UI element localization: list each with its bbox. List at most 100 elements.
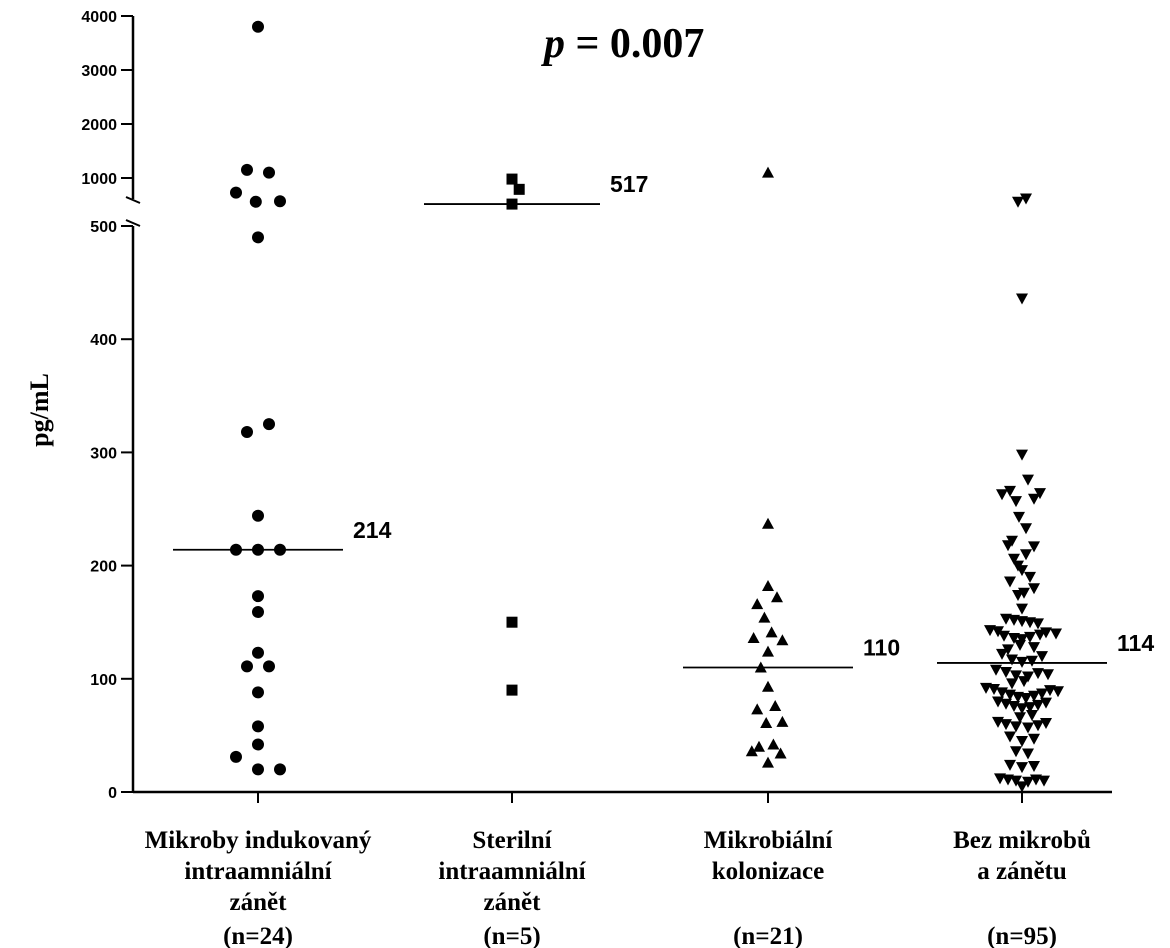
data-point-circle [274, 195, 286, 208]
data-point-circle [263, 166, 275, 179]
data-point-circle [252, 543, 264, 556]
axes: 0 100 200 300 400 500 1000 2000 3000 4000 [81, 9, 1112, 803]
category-label: Bez mikrobů [953, 827, 1091, 854]
p-symbol: p [541, 21, 565, 67]
data-point-triangle-down [1022, 748, 1034, 760]
data-point-square [513, 183, 525, 195]
data-point-triangle-up [762, 579, 774, 591]
data-point-triangle-down [1020, 549, 1032, 561]
p-value: = 0.007 [565, 21, 704, 67]
data-point-triangle-up [758, 611, 771, 623]
chart-title: p = 0.007 [541, 21, 704, 67]
data-point-triangle-up [747, 632, 760, 644]
data-point-triangle-down [990, 664, 1002, 676]
data-point-triangle-down [1004, 731, 1016, 743]
data-point-triangle-down [1016, 603, 1028, 615]
data-point-triangle-down [1022, 474, 1034, 486]
median-label: 110 [863, 634, 900, 660]
data-marks: 214 517 110 114 [173, 20, 1154, 793]
median-label: 214 [353, 517, 392, 543]
data-point-triangle-up [769, 699, 782, 711]
data-point-triangle-down [988, 683, 1000, 695]
y-tick-label: 100 [90, 672, 117, 689]
data-point-triangle-up [767, 738, 780, 750]
data-point-triangle-down [1010, 496, 1022, 508]
category-label: Mikroby indukovaný [145, 827, 372, 854]
data-point-circle [252, 738, 264, 751]
category-count: (n=95) [987, 923, 1057, 948]
data-point-triangle-down [1014, 639, 1026, 651]
data-point-circle [263, 660, 275, 673]
data-point-triangle-down [996, 489, 1008, 501]
data-point-triangle-down [1028, 642, 1040, 654]
data-point-triangle-up [776, 715, 789, 727]
data-point-triangle-down [1013, 511, 1025, 523]
data-point-circle [230, 186, 242, 199]
y-tick-label: 1000 [81, 171, 117, 188]
data-point-circle [252, 20, 264, 33]
data-point-triangle-down [1024, 571, 1036, 583]
category-count: (n=24) [223, 923, 293, 948]
data-point-triangle-down [1012, 196, 1024, 208]
data-point-triangle-up [762, 517, 774, 529]
data-point-circle [252, 720, 264, 733]
data-point-square [506, 684, 518, 696]
data-point-circle [252, 686, 264, 699]
data-point-triangle-down [1008, 553, 1020, 565]
y-tick-label: 200 [90, 559, 117, 576]
median-label: 517 [610, 171, 648, 197]
data-point-circle [249, 195, 262, 208]
data-point-square [506, 198, 518, 210]
data-point-triangle-up [762, 166, 774, 178]
data-point-triangle-down [1016, 656, 1028, 668]
data-point-circle [241, 426, 253, 439]
data-point-triangle-down [1006, 654, 1018, 666]
data-point-triangle-up [751, 598, 764, 610]
data-point-triangle-down [1016, 781, 1028, 793]
data-point-triangle-down [1006, 678, 1018, 690]
data-point-triangle-down [1016, 703, 1028, 715]
data-point-triangle-down [1042, 669, 1054, 681]
data-point-triangle-down [1012, 590, 1024, 602]
data-point-triangle-up [771, 591, 783, 603]
data-point-triangle-down [1014, 712, 1026, 724]
data-point-circle [230, 750, 242, 763]
data-point-triangle-down [1010, 775, 1022, 787]
data-point-triangle-down [1016, 762, 1028, 774]
data-point-triangle-up [753, 740, 765, 752]
data-point-square [506, 616, 518, 628]
data-point-circle [263, 418, 275, 431]
data-point-triangle-down [1016, 634, 1028, 646]
data-point-triangle-down [1028, 583, 1040, 595]
category-label: a zánětu [977, 858, 1067, 885]
y-tick-label: 0 [108, 785, 117, 802]
data-point-circle [274, 763, 286, 776]
data-point-triangle-down [1020, 693, 1032, 705]
data-point-triangle-up [754, 661, 767, 673]
data-point-square [506, 173, 518, 185]
category-label: intraamniální [184, 858, 332, 885]
y-tick-label: 500 [90, 219, 117, 236]
data-point-triangle-up [745, 745, 758, 757]
y-tick-label: 2000 [81, 117, 117, 134]
y-tick-label: 4000 [81, 9, 117, 26]
data-point-triangle-down [1004, 576, 1016, 588]
data-point-triangle-down [1000, 719, 1012, 731]
data-point-triangle-down [1028, 760, 1040, 772]
data-point-circle [230, 543, 242, 556]
category-count: (n=21) [733, 923, 803, 948]
data-point-triangle-up [765, 626, 778, 638]
data-point-triangle-down [1034, 629, 1046, 641]
data-point-triangle-down [1016, 736, 1028, 748]
category-label: kolonizace [712, 858, 825, 885]
data-point-triangle-down [1032, 618, 1044, 630]
data-point-triangle-down [1034, 488, 1046, 500]
data-point-triangle-down [1022, 776, 1034, 788]
data-point-triangle-down [1036, 651, 1048, 663]
y-tick-label: 300 [90, 445, 117, 462]
data-point-triangle-down [1028, 493, 1040, 505]
data-point-triangle-up [762, 756, 774, 768]
data-point-circle [252, 763, 264, 776]
category-labels: Mikroby indukovaný intraamniální zánět (n=2… [145, 827, 1091, 948]
data-point-triangle-down [1028, 541, 1040, 553]
